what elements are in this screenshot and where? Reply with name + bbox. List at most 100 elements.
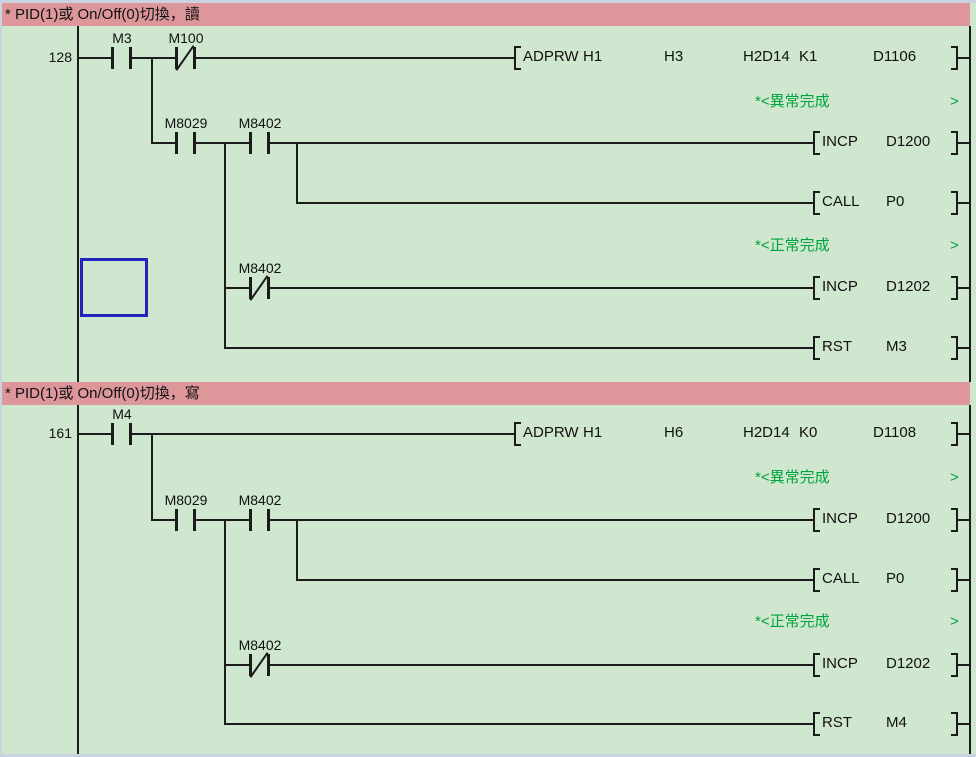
instruction-right-bracket [951, 653, 958, 677]
rung-read: * PID(1)或 On/Off(0)切換，讀 128 M3 M100 M802… [2, 3, 970, 360]
rung-comment-header[interactable]: * PID(1)或 On/Off(0)切換，讀 [2, 3, 970, 26]
contact-label: M8029 [164, 115, 208, 131]
wire [224, 664, 815, 666]
nc-contact-symbol[interactable] [249, 275, 270, 301]
instruction-mnemonic[interactable]: RST [822, 714, 852, 731]
selection-cursor[interactable] [80, 258, 148, 317]
rung-comment-text: * PID(1)或 On/Off(0)切換，讀 [5, 6, 200, 23]
window-border-bottom [0, 754, 976, 757]
no-contact-symbol[interactable] [175, 509, 196, 531]
contact-label: M100 [168, 30, 204, 46]
instruction-mnemonic[interactable]: ADPRW [523, 424, 579, 441]
instruction-operand[interactable]: D1108 [873, 424, 917, 441]
instruction-operand[interactable]: H1 [583, 48, 603, 65]
instruction-right-bracket [951, 131, 958, 155]
wire [296, 142, 298, 204]
instruction-right-bracket [951, 46, 958, 70]
wire [151, 142, 815, 144]
instruction-operand[interactable]: H6 [664, 424, 684, 441]
nc-contact-symbol[interactable] [249, 652, 270, 678]
inline-comment-close: > [950, 469, 959, 486]
instruction-operand[interactable]: D1200 [886, 510, 931, 527]
rung-comment-text: * PID(1)或 On/Off(0)切換，寫 [5, 385, 200, 402]
instruction-operand[interactable]: K1 [799, 48, 818, 65]
instruction-left-bracket [514, 422, 521, 446]
instruction-left-bracket [813, 131, 820, 155]
right-power-rail [969, 405, 971, 757]
instruction-right-bracket [951, 336, 958, 360]
wire [79, 433, 516, 435]
instruction-mnemonic[interactable]: INCP [822, 655, 858, 672]
left-power-rail [77, 26, 79, 382]
wire [151, 433, 153, 521]
instruction-mnemonic[interactable]: INCP [822, 133, 858, 150]
instruction-operand[interactable]: D1202 [886, 278, 931, 295]
instruction-operand[interactable]: M4 [886, 714, 907, 731]
instruction-left-bracket [813, 508, 820, 532]
no-contact-symbol[interactable] [249, 509, 270, 531]
no-contact-symbol[interactable] [175, 132, 196, 154]
wire [224, 287, 815, 289]
instruction-right-bracket [951, 191, 958, 215]
no-contact-symbol[interactable] [111, 423, 132, 445]
instruction-mnemonic[interactable]: INCP [822, 510, 858, 527]
instruction-operand[interactable]: H2D14 [743, 48, 790, 65]
no-contact-symbol[interactable] [249, 132, 270, 154]
wire [958, 433, 969, 435]
wire [224, 142, 226, 349]
wire [224, 519, 226, 725]
wire [151, 57, 153, 144]
instruction-left-bracket [813, 191, 820, 215]
wire [958, 287, 969, 289]
instruction-mnemonic[interactable]: CALL [822, 570, 860, 587]
wire [958, 723, 969, 725]
no-contact-symbol[interactable] [111, 47, 132, 69]
instruction-operand[interactable]: P0 [886, 193, 905, 210]
wire [224, 723, 815, 725]
instruction-operand[interactable]: P0 [886, 570, 905, 587]
instruction-right-bracket [951, 508, 958, 532]
instruction-operand[interactable]: D1200 [886, 133, 931, 150]
instruction-operand[interactable]: H3 [664, 48, 684, 65]
window-border-left [0, 0, 2, 757]
instruction-left-bracket [813, 568, 820, 592]
contact-label: M8402 [238, 637, 282, 653]
instruction-left-bracket [813, 276, 820, 300]
instruction-operand[interactable]: H1 [583, 424, 603, 441]
wire [296, 579, 815, 581]
instruction-mnemonic[interactable]: CALL [822, 193, 860, 210]
instruction-mnemonic[interactable]: ADPRW [523, 48, 579, 65]
instruction-operand[interactable]: M3 [886, 338, 907, 355]
contact-label: M8402 [238, 115, 282, 131]
instruction-operand[interactable]: D1202 [886, 655, 931, 672]
instruction-mnemonic[interactable]: RST [822, 338, 852, 355]
inline-comment-close: > [950, 93, 959, 110]
inline-comment: *<異常完成 [755, 93, 830, 110]
instruction-operand[interactable]: D1106 [873, 48, 917, 65]
nc-contact-symbol[interactable] [175, 45, 196, 71]
right-power-rail [969, 26, 971, 382]
wire [958, 519, 969, 521]
rung-write: * PID(1)或 On/Off(0)切換，寫 161 M4 M8029 M84… [0, 381, 976, 757]
wire [958, 347, 969, 349]
instruction-mnemonic[interactable]: INCP [822, 278, 858, 295]
inline-comment: *<異常完成 [755, 469, 830, 486]
instruction-operand[interactable]: H2D14 [743, 424, 790, 441]
wire [79, 57, 516, 59]
instruction-operand[interactable]: K0 [799, 424, 818, 441]
inline-comment: *<正常完成 [755, 613, 830, 630]
step-number: 128 [48, 49, 72, 65]
inline-comment-close: > [950, 613, 959, 630]
wire [296, 202, 815, 204]
step-number: 161 [48, 425, 72, 441]
contact-label: M3 [112, 30, 132, 46]
wire [958, 57, 969, 59]
wire [224, 347, 815, 349]
contact-label: M8029 [164, 492, 208, 508]
inline-comment: *<正常完成 [755, 237, 830, 254]
contact-label: M8402 [238, 260, 282, 276]
contact-label: M8402 [238, 492, 282, 508]
wire [958, 664, 969, 666]
rung-comment-header[interactable]: * PID(1)或 On/Off(0)切換，寫 [2, 382, 970, 405]
